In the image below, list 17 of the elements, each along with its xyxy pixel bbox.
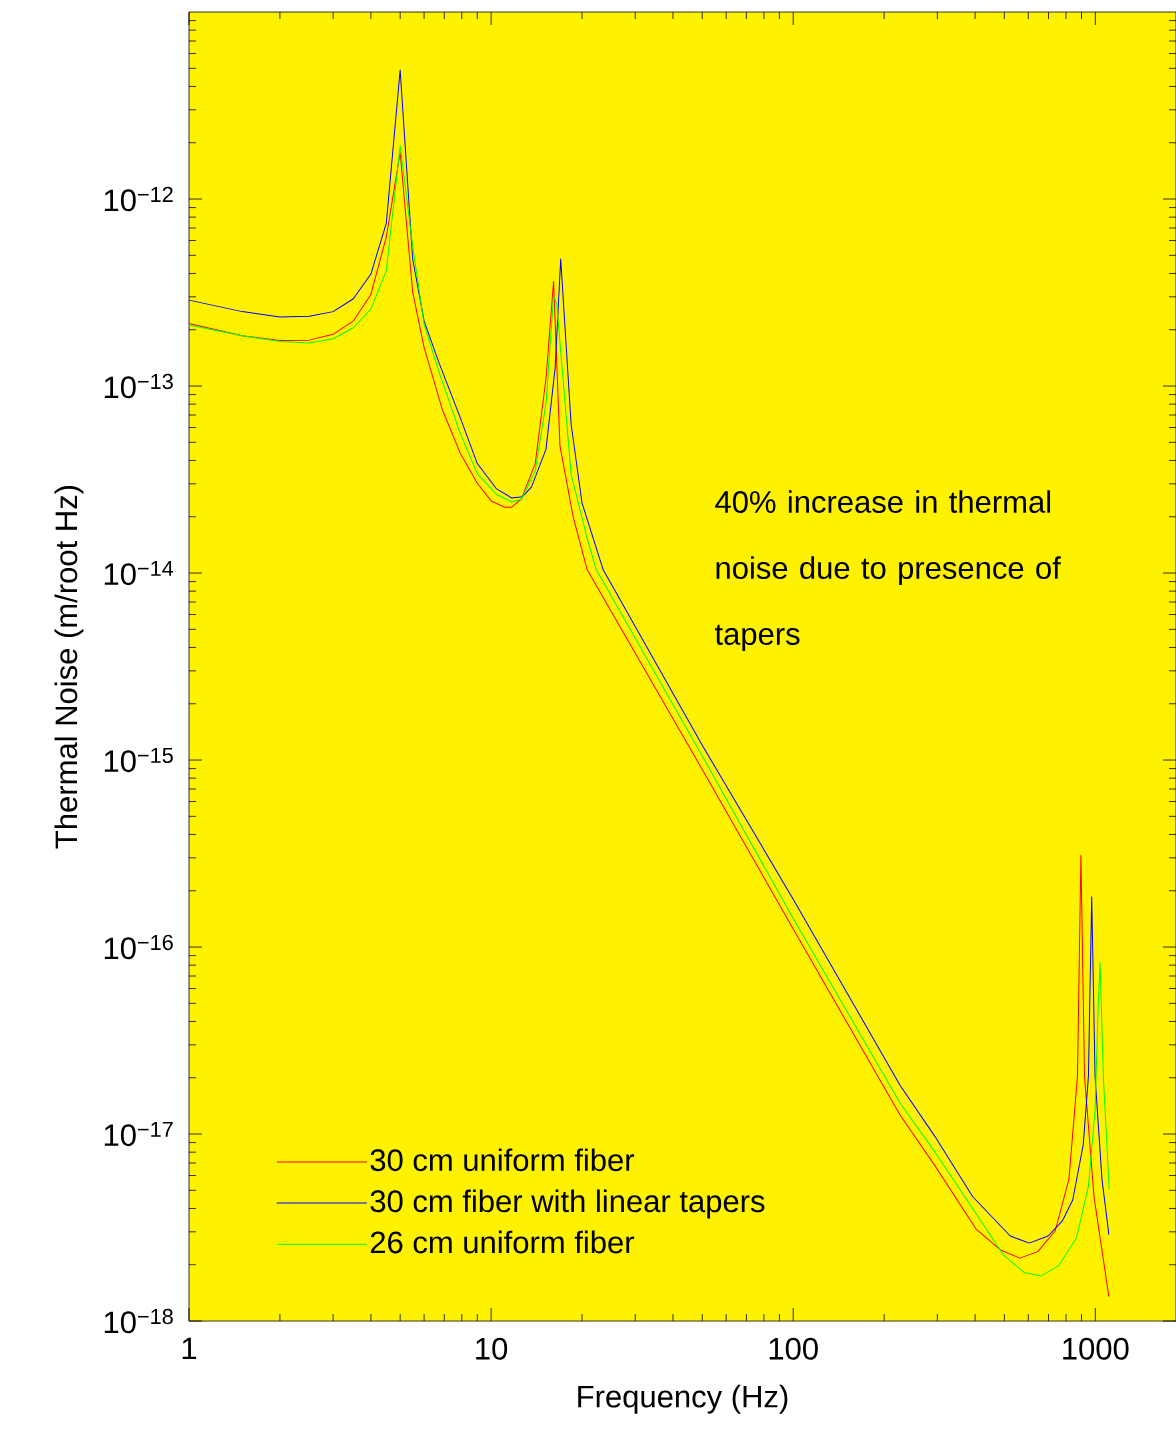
y-tick-label: 10$^{−17}$	[104, 1121, 173, 1147]
x-tick-label: 10	[476, 1337, 508, 1360]
y-tick-label: 10$^{−18}$	[104, 1308, 173, 1334]
y-tick-label: 10$^{−13}$	[104, 373, 173, 399]
x-tick-label: 1	[182, 1337, 197, 1360]
x-tick-label: 100	[769, 1337, 818, 1360]
y-tick-label: 10$^{−14}$	[104, 560, 174, 586]
x-tick-label: 1000	[1063, 1337, 1129, 1360]
text: 40% increase in thermal noise due to presence of tapers	[714, 490, 1061, 652]
y-tick-label: 10$^{−15}$	[104, 747, 173, 773]
y-tick-label: 10$^{−16}$	[104, 934, 173, 960]
y-tick-label: 10$^{−12}$	[104, 186, 173, 212]
legend-label: 26 cm uniform fiber	[370, 1230, 635, 1254]
legend-label: 30 cm fiber with linear tapers	[370, 1189, 765, 1219]
y-axis-title: Thermal Noise (m/root Hz)	[54, 485, 84, 849]
x-axis-title: Frequency (Hz)	[578, 1384, 788, 1414]
legend-label: 30 cm uniform fiber	[370, 1148, 635, 1172]
